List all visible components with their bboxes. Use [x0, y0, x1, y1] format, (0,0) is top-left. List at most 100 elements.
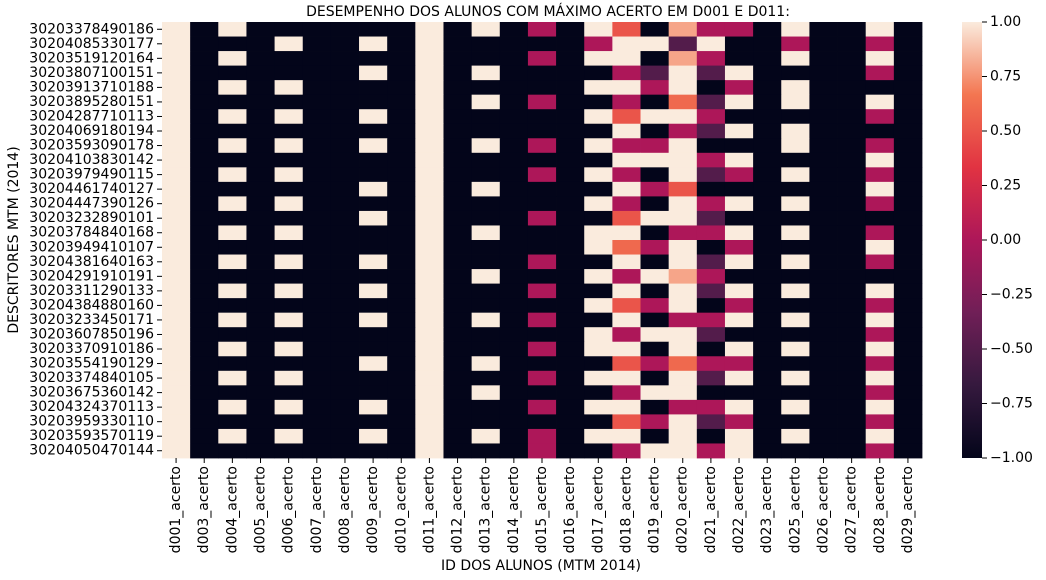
heatmap-cell: [443, 254, 473, 270]
heatmap-cell: [837, 312, 867, 328]
y-tick-label: 30203807100151: [29, 65, 154, 81]
heatmap-cell: [724, 210, 754, 226]
heatmap-cell: [330, 443, 360, 459]
heatmap-cell: [190, 428, 219, 444]
heatmap-cell: [668, 196, 698, 212]
heatmap-cell: [527, 65, 557, 81]
heatmap-cell: [837, 385, 867, 401]
heatmap-cell: [893, 414, 923, 430]
y-tick-label: 30204447390126: [29, 196, 154, 212]
heatmap-cell: [527, 22, 557, 37]
heatmap-cell: [612, 370, 641, 386]
heatmap-cell: [724, 283, 754, 299]
heatmap-cell: [499, 36, 529, 52]
heatmap-cell: [809, 385, 838, 401]
heatmap-cell: [443, 327, 473, 343]
heatmap-cell: [415, 123, 444, 139]
heatmap-cell: [612, 94, 641, 110]
heatmap-cell: [809, 240, 838, 255]
heatmap-cell: [499, 80, 529, 96]
heatmap-cell: [387, 254, 416, 270]
heatmap-cell: [218, 254, 247, 270]
heatmap-cell: [809, 22, 838, 37]
y-tick-label: 30203233450171: [29, 312, 154, 328]
heatmap-cell: [668, 152, 698, 168]
colorbar-tick-label: 0.00: [990, 232, 1021, 248]
heatmap-cell: [865, 341, 895, 357]
heatmap-cell: [218, 327, 247, 343]
heatmap-cell: [246, 240, 275, 255]
heatmap-cell: [302, 327, 332, 343]
heatmap-cell: [837, 443, 867, 459]
heatmap-cell: [640, 269, 670, 284]
heatmap-cell: [302, 298, 332, 314]
heatmap-cell: [893, 356, 923, 372]
heatmap-cell: [330, 298, 360, 314]
heatmap-cell: [612, 152, 641, 168]
heatmap-cell: [471, 385, 501, 401]
heatmap-cell: [809, 269, 838, 284]
heatmap-cell: [190, 225, 219, 241]
heatmap-cell: [612, 327, 641, 343]
heatmap-cell: [640, 65, 670, 81]
heatmap-cell: [753, 414, 782, 430]
heatmap-cell: [781, 240, 810, 255]
heatmap-cell: [218, 36, 247, 52]
heatmap-cell: [527, 167, 557, 183]
heatmap-cell: [696, 167, 726, 183]
heatmap-cell: [302, 36, 332, 52]
heatmap-cell: [668, 312, 698, 328]
heatmap-cell: [471, 428, 501, 444]
heatmap-cell: [640, 36, 670, 52]
heatmap-cell: [556, 167, 585, 183]
heatmap-cell: [443, 94, 473, 110]
heatmap-cell: [415, 269, 444, 284]
heatmap-cell: [612, 341, 641, 357]
heatmap-cell: [781, 225, 810, 241]
heatmap-cell: [274, 36, 304, 52]
heatmap-cell: [330, 196, 360, 212]
heatmap-cell: [556, 51, 585, 66]
heatmap-cell: [302, 385, 332, 401]
heatmap-cell: [527, 428, 557, 444]
heatmap-cell: [668, 167, 698, 183]
heatmap-cell: [359, 22, 388, 37]
heatmap-cell: [556, 298, 585, 314]
heatmap-cell: [190, 327, 219, 343]
heatmap-cell: [837, 283, 867, 299]
heatmap-cell: [302, 138, 332, 154]
heatmap-cell: [584, 399, 613, 415]
heatmap-cell: [837, 65, 867, 81]
x-tick-label: d028_acerto: [872, 466, 888, 553]
heatmap-cell: [330, 356, 360, 372]
heatmap-cell: [612, 51, 641, 66]
heatmap-cell: [809, 283, 838, 299]
heatmap-cell: [753, 385, 782, 401]
heatmap-cell: [274, 167, 304, 183]
heatmap-cell: [865, 269, 895, 284]
heatmap-cell: [527, 399, 557, 415]
heatmap-cell: [190, 94, 219, 110]
heatmap-cell: [668, 254, 698, 270]
heatmap-cell: [415, 327, 444, 343]
heatmap-cell: [837, 225, 867, 241]
heatmap-cell: [865, 123, 895, 139]
heatmap-cell: [443, 138, 473, 154]
heatmap-cell: [359, 298, 388, 314]
heatmap-cell: [668, 210, 698, 226]
heatmap-cell: [696, 225, 726, 241]
x-tick-label: d003_acerto: [196, 466, 212, 553]
heatmap-cell: [471, 254, 501, 270]
heatmap-cell: [809, 356, 838, 372]
heatmap-cell: [668, 399, 698, 415]
heatmap-cell: [359, 36, 388, 52]
heatmap-cell: [190, 269, 219, 284]
y-tick-label: 30203895280151: [29, 94, 154, 110]
heatmap-cell: [865, 196, 895, 212]
x-axis-label: ID DOS ALUNOS (MTM 2014): [441, 558, 641, 574]
heatmap-cell: [865, 22, 895, 37]
heatmap-cell: [696, 65, 726, 81]
heatmap-cell: [471, 341, 501, 357]
heatmap-cell: [893, 210, 923, 226]
heatmap-cell: [724, 51, 754, 66]
